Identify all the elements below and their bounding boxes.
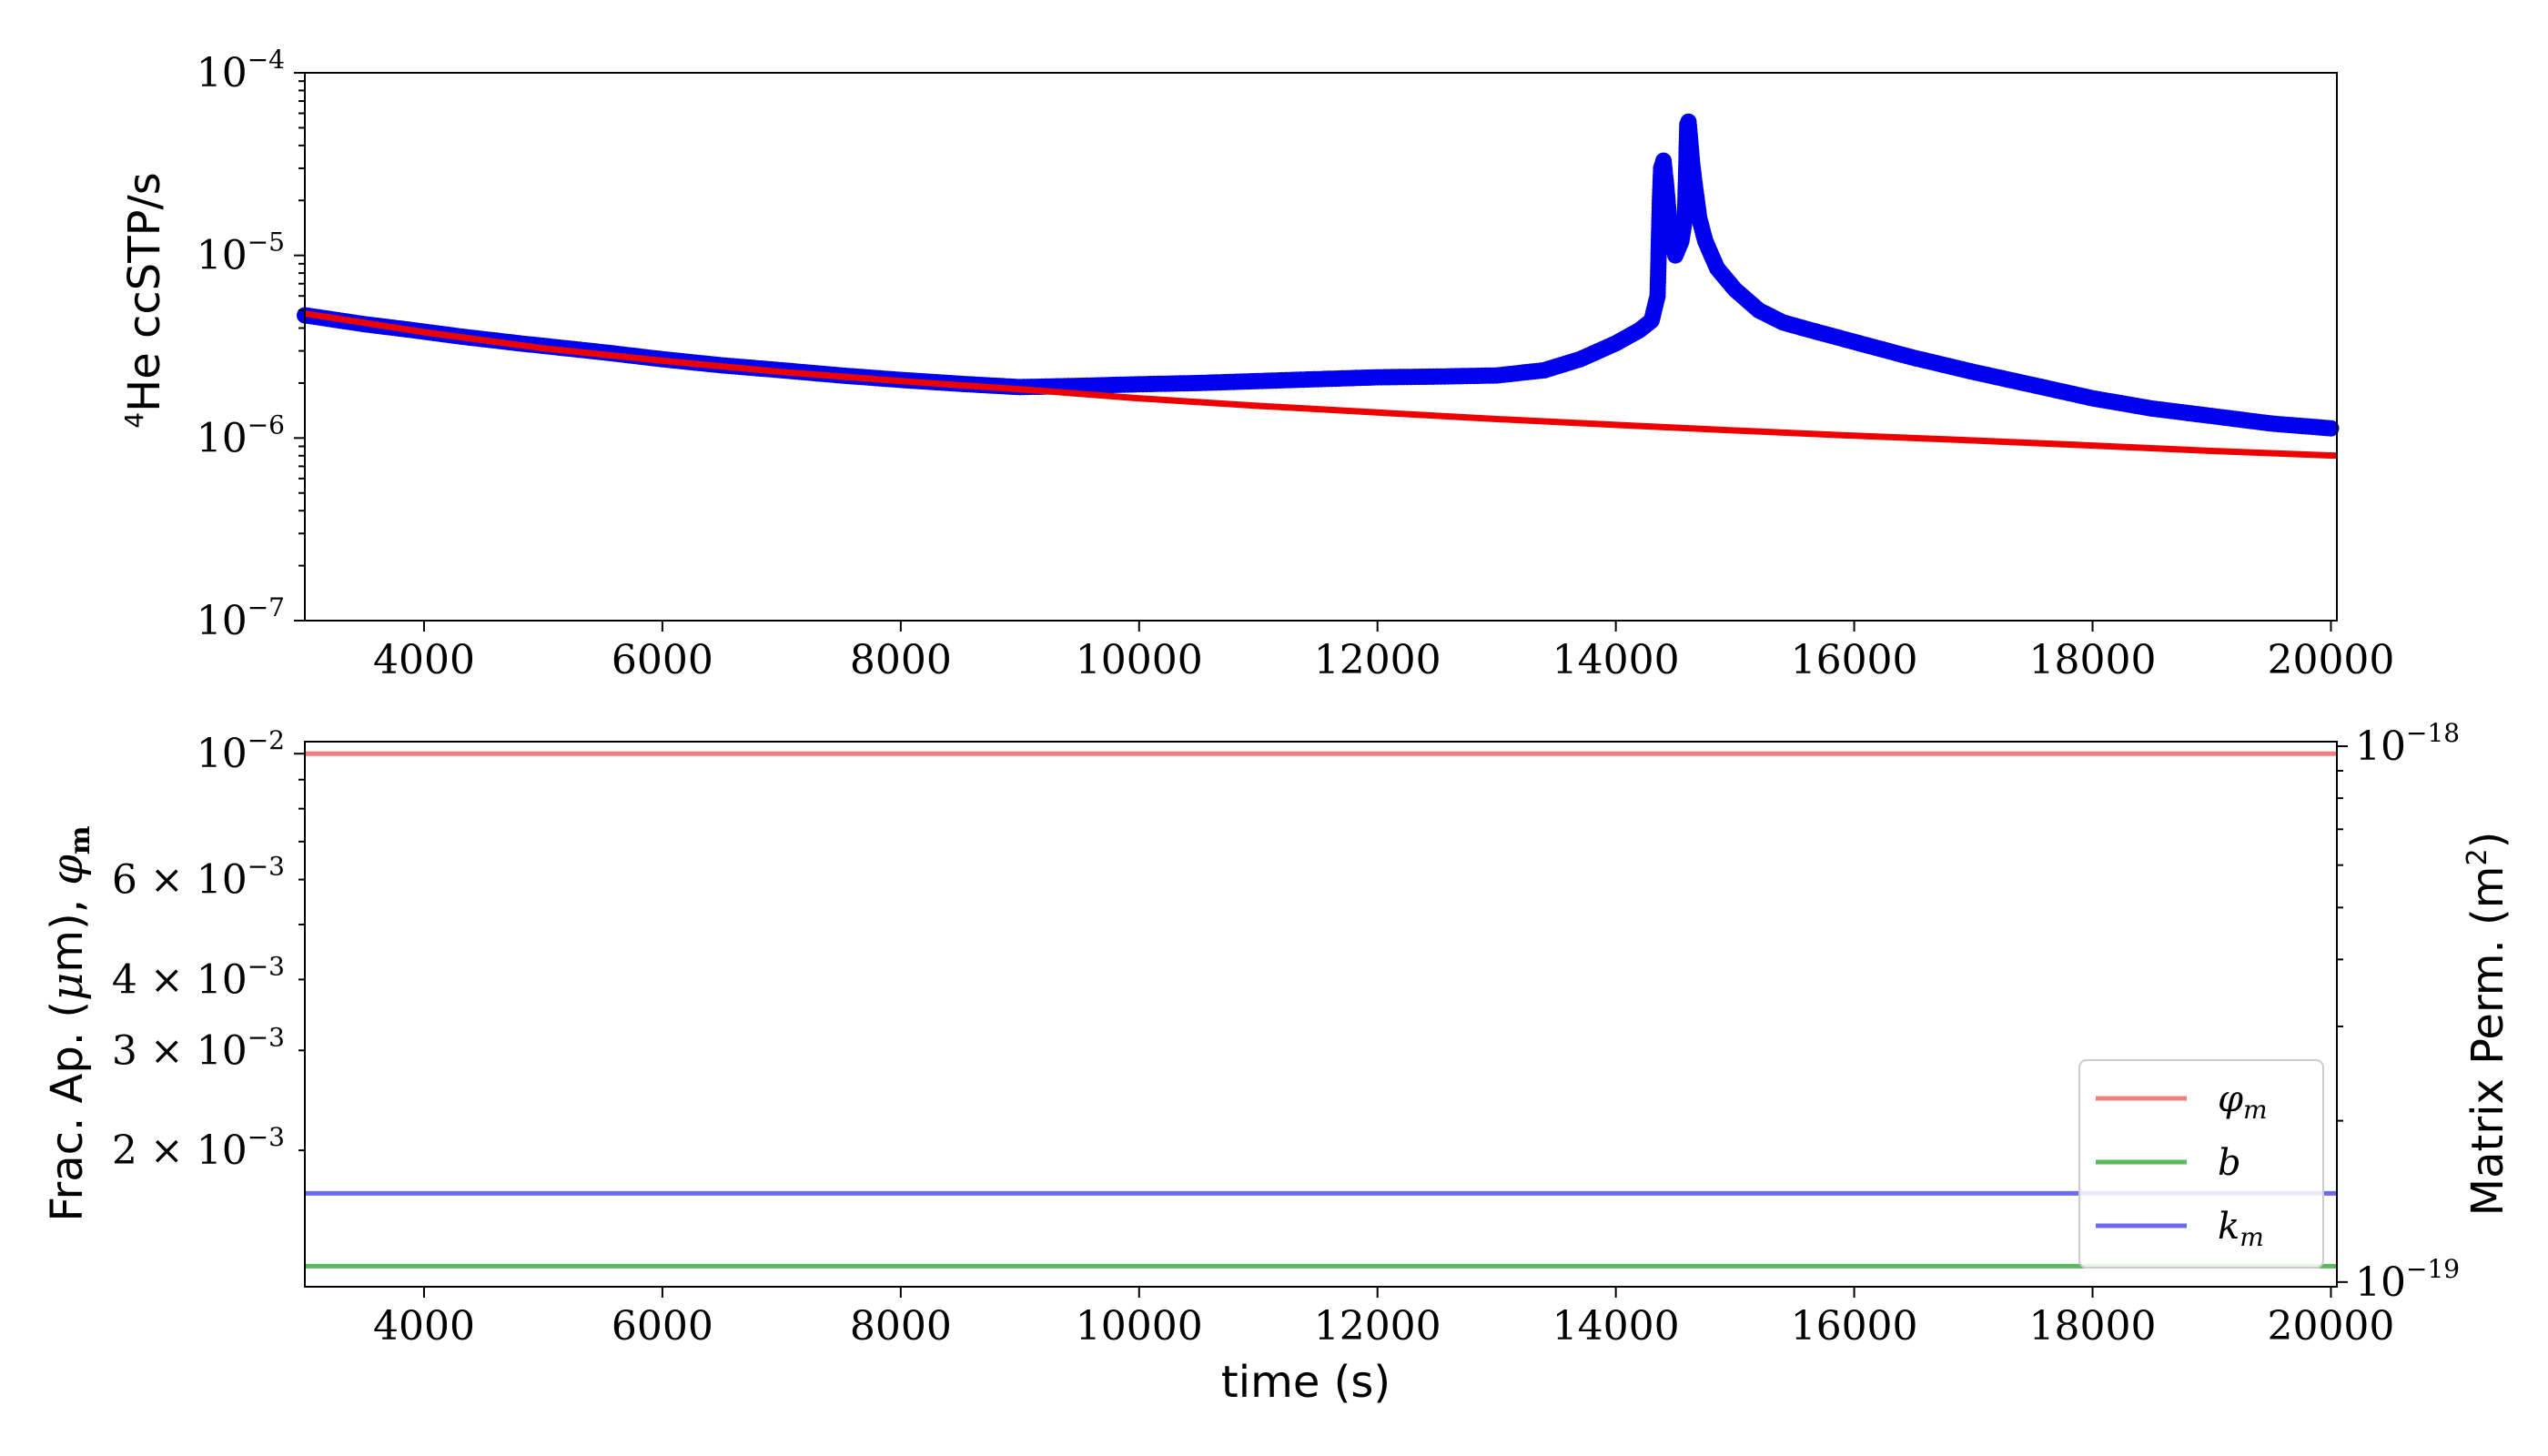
top-y-tick-label-base: 10 — [197, 233, 248, 279]
bottom-axes-frame — [304, 741, 2338, 1288]
legend-label: km — [2218, 1206, 2264, 1252]
top-x-tick-label: 8000 — [850, 637, 952, 683]
bottom-x-tick-label: 14000 — [1552, 1303, 1680, 1350]
right-y-tick-label: 10−19 — [2355, 1254, 2460, 1306]
legend-label-name: k — [2218, 1206, 2240, 1248]
legend-box — [2078, 1059, 2324, 1269]
left-y-tick-label: 6 × 10−3 — [112, 852, 285, 904]
top-y-axis-label: 4He ccSTP/s — [119, 172, 170, 428]
left-y-tick-label-exponent: −3 — [248, 1022, 285, 1052]
left-y-tick-label-mantissa: 3 × — [112, 1027, 197, 1074]
left-y-tick-label-mantissa: 4 × — [112, 956, 197, 1003]
legend-label-name: φ — [2218, 1078, 2243, 1120]
bottom-x-tick-label: 4000 — [373, 1303, 475, 1350]
legend-label-sub: m — [2240, 1222, 2264, 1252]
bottom-x-tick-label: 10000 — [1076, 1303, 1203, 1350]
legend-label: φm — [2218, 1078, 2268, 1125]
top-y-tick-label: 10−7 — [197, 592, 285, 644]
left-y-tick-label-mantissa: 6 × — [112, 857, 197, 904]
bottom-x-axis-label: time (s) — [1221, 1357, 1390, 1408]
top-y-tick-label: 10−5 — [197, 228, 285, 279]
bottom-x-tick-label: 12000 — [1314, 1303, 1441, 1350]
top-x-tick-label: 12000 — [1314, 637, 1441, 683]
right-y-label-end: ) — [2462, 832, 2513, 849]
left-y-label-part-1: Frac. Ap. ( — [42, 1001, 93, 1222]
left-y-tick-label-exponent: −3 — [248, 1122, 285, 1152]
right-y-tick-label-exponent: −18 — [2406, 718, 2460, 748]
bottom-panel: 4000 6000 8000 10000 12000 14000 16000 18000 200… — [42, 718, 2513, 1408]
top-x-tick-label: 18000 — [2029, 637, 2157, 683]
top-y-axis-label-superscript: 4 — [119, 412, 149, 429]
top-y-tick-label-base: 10 — [197, 50, 248, 96]
bottom-left-y-ticks: 10−26 × 10−34 × 10−33 × 10−32 × 10−3 — [112, 725, 305, 1174]
left-y-tick-label-base: 10 — [197, 731, 248, 777]
left-y-tick-label-mantissa: 2 × — [112, 1127, 197, 1174]
top-y-tick-label: 10−6 — [197, 410, 285, 461]
left-y-tick-label-base: 10 — [197, 1027, 248, 1074]
left-y-tick-label-exponent: −3 — [248, 852, 285, 882]
top-y-tick-label-exponent: −6 — [248, 410, 285, 440]
bottom-x-tick-label: 8000 — [850, 1303, 952, 1350]
top-y-ticks: 10−710−610−510−4 — [197, 45, 305, 644]
right-y-tick-label-base: 10 — [2355, 723, 2406, 770]
right-y-tick-label: 10−18 — [2355, 718, 2460, 770]
top-x-ticks: 4000 6000 8000 10000 12000 14000 16000 18000 200… — [373, 621, 2394, 683]
top-x-tick-label: 16000 — [1791, 637, 1918, 683]
legend-label-sub: m — [2243, 1095, 2268, 1125]
legend-label-name: b — [2218, 1142, 2241, 1184]
bottom-x-tick-label: 6000 — [612, 1303, 713, 1350]
top-y-tick-label-exponent: −4 — [248, 45, 285, 75]
left-y-tick-label: 4 × 10−3 — [112, 951, 285, 1003]
top-y-tick-label-base: 10 — [197, 598, 248, 644]
top-x-tick-label: 14000 — [1552, 637, 1680, 683]
top-x-tick-label: 20000 — [2267, 637, 2394, 683]
right-y-tick-label-exponent: −19 — [2406, 1254, 2460, 1284]
right-y-tick-label-base: 10 — [2355, 1259, 2406, 1306]
top-y-axis-label-main: He ccSTP/s — [119, 172, 170, 412]
left-y-tick-label: 10−2 — [197, 725, 285, 777]
bottom-left-y-axis-label: Frac. Ap. (μm), φm — [42, 825, 96, 1222]
left-y-tick-label-base: 10 — [197, 956, 248, 1003]
top-y-tick-label-exponent: −7 — [248, 592, 285, 622]
top-axes-frame — [304, 72, 2338, 622]
top-x-tick-label: 4000 — [373, 637, 475, 683]
left-y-tick-label: 2 × 10−3 — [112, 1122, 285, 1174]
scatter-point — [2322, 420, 2340, 437]
left-y-tick-label-exponent: −2 — [248, 725, 285, 755]
top-series-layer — [297, 113, 2340, 460]
bottom-x-tick-label: 20000 — [2267, 1303, 2394, 1350]
left-y-tick-label-exponent: −3 — [248, 951, 285, 981]
top-y-tick-label-exponent: −5 — [248, 228, 285, 258]
left-y-tick-label-base: 10 — [197, 1127, 248, 1174]
bottom-x-ticks: 4000 6000 8000 10000 12000 14000 16000 18000 200… — [373, 1287, 2394, 1350]
legend-label: b — [2218, 1142, 2241, 1184]
bottom-x-tick-label: 16000 — [1791, 1303, 1918, 1350]
left-y-label-mu: μ — [42, 973, 93, 1001]
bottom-series-layer — [305, 751, 2337, 1269]
left-y-label-part-2: m), — [42, 885, 93, 973]
right-y-label-sup: 2 — [2462, 848, 2493, 865]
left-y-label-phi: φ — [42, 854, 93, 885]
bottom-x-tick-label: 18000 — [2029, 1303, 2157, 1350]
right-y-label-main: Matrix Perm. (m — [2462, 866, 2513, 1217]
top-x-tick-label: 6000 — [612, 637, 713, 683]
top-y-tick-label-base: 10 — [197, 415, 248, 461]
left-y-tick-label: 3 × 10−3 — [112, 1022, 285, 1074]
top-x-tick-label: 10000 — [1076, 637, 1203, 683]
left-y-label-phi-sub: m — [65, 825, 96, 854]
left-y-tick-label-base: 10 — [197, 857, 248, 904]
bottom-right-y-axis-label: Matrix Perm. (m2) — [2462, 832, 2513, 1217]
fit-line — [304, 310, 2338, 460]
top-panel: 4000 6000 8000 10000 12000 14000 16000 18000 200… — [119, 45, 2394, 683]
top-y-tick-label: 10−4 — [197, 45, 285, 96]
